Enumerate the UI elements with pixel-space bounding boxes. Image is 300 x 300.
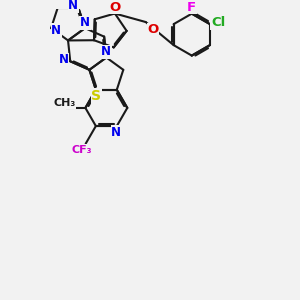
Text: N: N [68, 0, 78, 12]
Text: F: F [187, 1, 196, 14]
Text: N: N [51, 24, 61, 37]
Text: N: N [111, 126, 121, 139]
Text: N: N [80, 16, 90, 29]
Text: O: O [147, 23, 159, 36]
Text: O: O [109, 1, 121, 13]
Text: S: S [92, 89, 101, 103]
Text: N: N [101, 45, 111, 58]
Text: CH₃: CH₃ [53, 98, 75, 108]
Text: Cl: Cl [211, 16, 225, 29]
Text: N: N [59, 53, 69, 66]
Text: CF₃: CF₃ [72, 145, 92, 154]
